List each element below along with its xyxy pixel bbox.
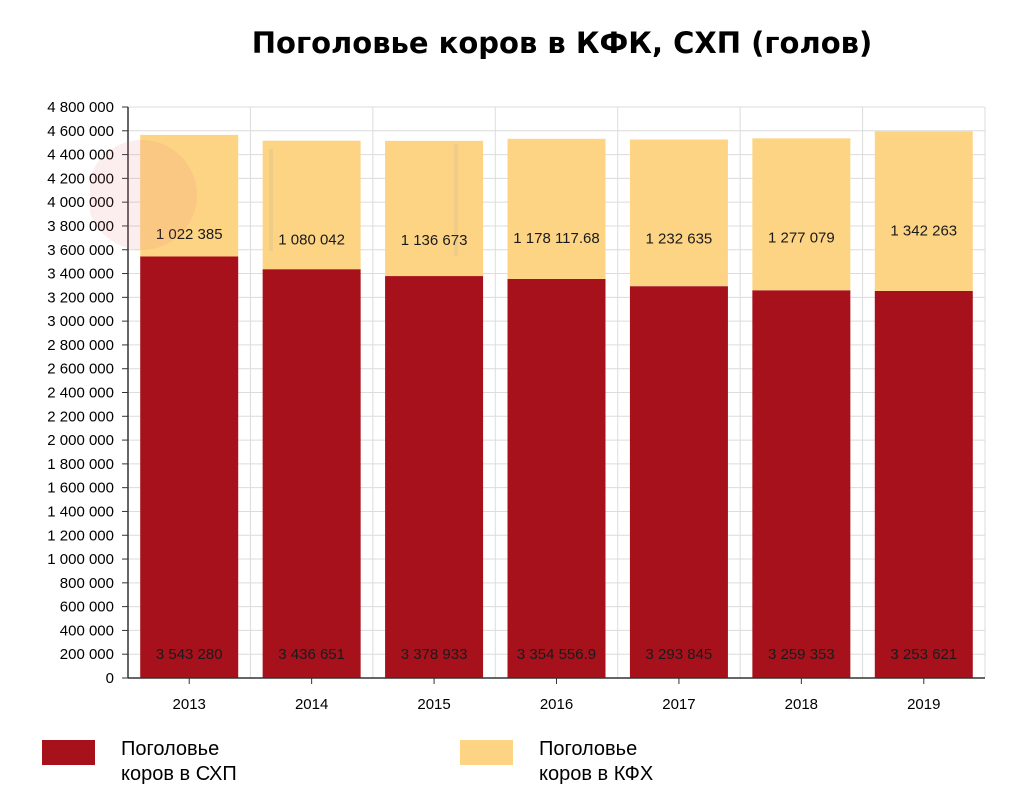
y-tick-label: 0 bbox=[106, 670, 114, 687]
y-tick-label: 1 600 000 bbox=[47, 480, 114, 497]
data-label-kfh: 1 178 117.68 bbox=[513, 230, 599, 247]
y-tick-label: 2 600 000 bbox=[47, 361, 114, 378]
y-tick-label: 4 800 000 bbox=[47, 99, 114, 116]
bar-shp bbox=[507, 278, 606, 678]
bar-shp bbox=[262, 269, 361, 678]
y-tick-label: 1 200 000 bbox=[47, 527, 114, 544]
y-tick-label: 800 000 bbox=[60, 575, 114, 592]
legend-swatch-shp bbox=[42, 740, 95, 765]
y-tick-label: 400 000 bbox=[60, 622, 114, 639]
bar-shp bbox=[140, 256, 239, 678]
data-label-shp: 3 293 845 bbox=[646, 646, 713, 663]
bar-kfh bbox=[140, 134, 239, 257]
data-label-kfh: 1 277 079 bbox=[768, 229, 835, 246]
data-label-kfh: 1 342 263 bbox=[890, 222, 957, 239]
y-tick-label: 2 200 000 bbox=[47, 408, 114, 425]
y-tick-label: 2 000 000 bbox=[47, 432, 114, 449]
bar-kfh bbox=[507, 138, 606, 279]
y-tick-label: 1 400 000 bbox=[47, 503, 114, 520]
legend-label-shp: Поголовье коров в СХП bbox=[121, 737, 301, 787]
bar-shp bbox=[752, 290, 851, 678]
data-label-kfh: 1 136 673 bbox=[401, 232, 468, 249]
x-tick-label: 2015 bbox=[417, 696, 450, 713]
y-tick-label: 3 000 000 bbox=[47, 313, 114, 330]
y-tick-label: 2 800 000 bbox=[47, 337, 114, 354]
legend-label-kfh-line1: Поголовье bbox=[539, 738, 638, 760]
data-label-kfh: 1 232 635 bbox=[646, 231, 713, 248]
bar-kfh bbox=[874, 131, 973, 291]
y-tick-label: 600 000 bbox=[60, 599, 114, 616]
x-tick-label: 2014 bbox=[295, 696, 328, 713]
data-labels: 3 543 280 1 022 385 3 436 651 1 080 042 3 37… bbox=[156, 222, 957, 663]
bar-shp bbox=[385, 276, 484, 678]
data-label-kfh: 1 022 385 bbox=[156, 226, 223, 243]
axes: 0 200 000 400 000 600 000 800 000 1 000 000 1 … bbox=[47, 99, 985, 713]
bar-kfh bbox=[752, 138, 851, 291]
data-label-shp: 3 378 933 bbox=[401, 646, 468, 663]
x-tick-label: 2018 bbox=[785, 696, 818, 713]
bar-kfh bbox=[385, 140, 484, 277]
y-tick-label: 3 600 000 bbox=[47, 242, 114, 259]
data-label-shp: 3 436 651 bbox=[278, 646, 345, 663]
bar-kfh bbox=[629, 139, 728, 287]
chart-title: Поголовье коров в КФК, СХП (голов) bbox=[251, 26, 873, 60]
data-label-shp: 3 259 353 bbox=[768, 646, 835, 663]
data-label-kfh: 1 080 042 bbox=[278, 232, 345, 249]
x-tick-label: 2016 bbox=[540, 696, 573, 713]
x-tick-label: 2019 bbox=[907, 696, 940, 713]
chart-plot: 3 543 280 1 022 385 3 436 651 1 080 042 3 37… bbox=[47, 99, 986, 713]
y-tick-label: 3 800 000 bbox=[47, 218, 114, 235]
y-tick-label: 1 800 000 bbox=[47, 456, 114, 473]
legend-label-kfh-line2: коров в КФХ bbox=[539, 763, 654, 785]
y-tick-label: 4 200 000 bbox=[47, 170, 114, 187]
x-tick-label: 2017 bbox=[662, 696, 695, 713]
y-tick-label: 200 000 bbox=[60, 646, 114, 663]
legend-label-kfh: Поголовье коров в КФХ bbox=[539, 737, 719, 787]
legend-label-shp-line2: коров в СХП bbox=[121, 763, 237, 785]
y-tick-label: 4 000 000 bbox=[47, 194, 114, 211]
data-label-shp: 3 253 621 bbox=[890, 646, 957, 663]
legend-item-kfh: Поголовье коров в КФХ bbox=[460, 737, 719, 787]
bars bbox=[140, 131, 973, 678]
legend-label-shp-line1: Поголовье bbox=[121, 738, 220, 760]
data-label-shp: 3 543 280 bbox=[156, 646, 223, 663]
y-tick-label: 2 400 000 bbox=[47, 385, 114, 402]
y-tick-label: 3 200 000 bbox=[47, 289, 114, 306]
bar-shp bbox=[874, 290, 973, 678]
bar-shp bbox=[629, 286, 728, 678]
y-tick-label: 4 600 000 bbox=[47, 123, 114, 140]
data-label-shp: 3 354 556.9 bbox=[517, 646, 596, 663]
legend-item-shp: Поголовье коров в СХП bbox=[42, 737, 301, 787]
x-tick-label: 2013 bbox=[173, 696, 206, 713]
y-tick-label: 4 400 000 bbox=[47, 147, 114, 164]
legend-swatch-kfh bbox=[460, 740, 513, 765]
y-tick-label: 3 400 000 bbox=[47, 266, 114, 283]
bar-kfh bbox=[262, 140, 361, 270]
y-tick-label: 1 000 000 bbox=[47, 551, 114, 568]
